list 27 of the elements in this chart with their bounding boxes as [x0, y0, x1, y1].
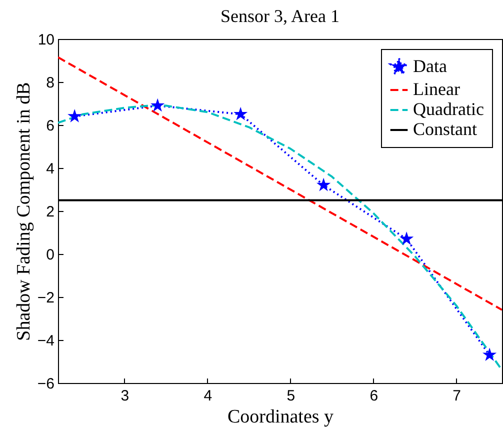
x-tick-label: 5: [286, 388, 296, 404]
point: [400, 232, 414, 245]
legend-label: Quadratic: [413, 99, 484, 119]
x-tick-label: 4: [204, 388, 212, 404]
x-tick-label: 6: [370, 388, 378, 404]
legend-label: Data: [413, 56, 447, 76]
x-tick-label: 7: [452, 388, 462, 404]
y-tick-label: 8: [46, 74, 54, 92]
point: [150, 98, 165, 112]
y-tick-label: −4: [37, 332, 54, 350]
y-tick-label: 4: [46, 160, 54, 178]
y-tick-label: 6: [46, 118, 54, 134]
y-tick-label: −6: [37, 376, 54, 392]
point: [482, 348, 497, 362]
y-tick-label: 0: [46, 246, 54, 264]
point: [68, 108, 82, 122]
y-axis-title: Shadow Fading Component in dB: [13, 82, 34, 341]
y-tick-label: 2: [46, 204, 54, 220]
y-tick-label: 10: [38, 32, 54, 48]
legend-label: Linear: [413, 79, 460, 99]
x-axis-title: Coordinates y: [227, 406, 334, 428]
chart-title: Sensor 3, Area 1: [220, 6, 340, 26]
y-tick-label: −2: [37, 290, 54, 306]
point: [234, 106, 248, 120]
point: [316, 178, 331, 192]
legend-label: Constant: [413, 119, 478, 139]
x-tick-label: 3: [120, 388, 130, 404]
